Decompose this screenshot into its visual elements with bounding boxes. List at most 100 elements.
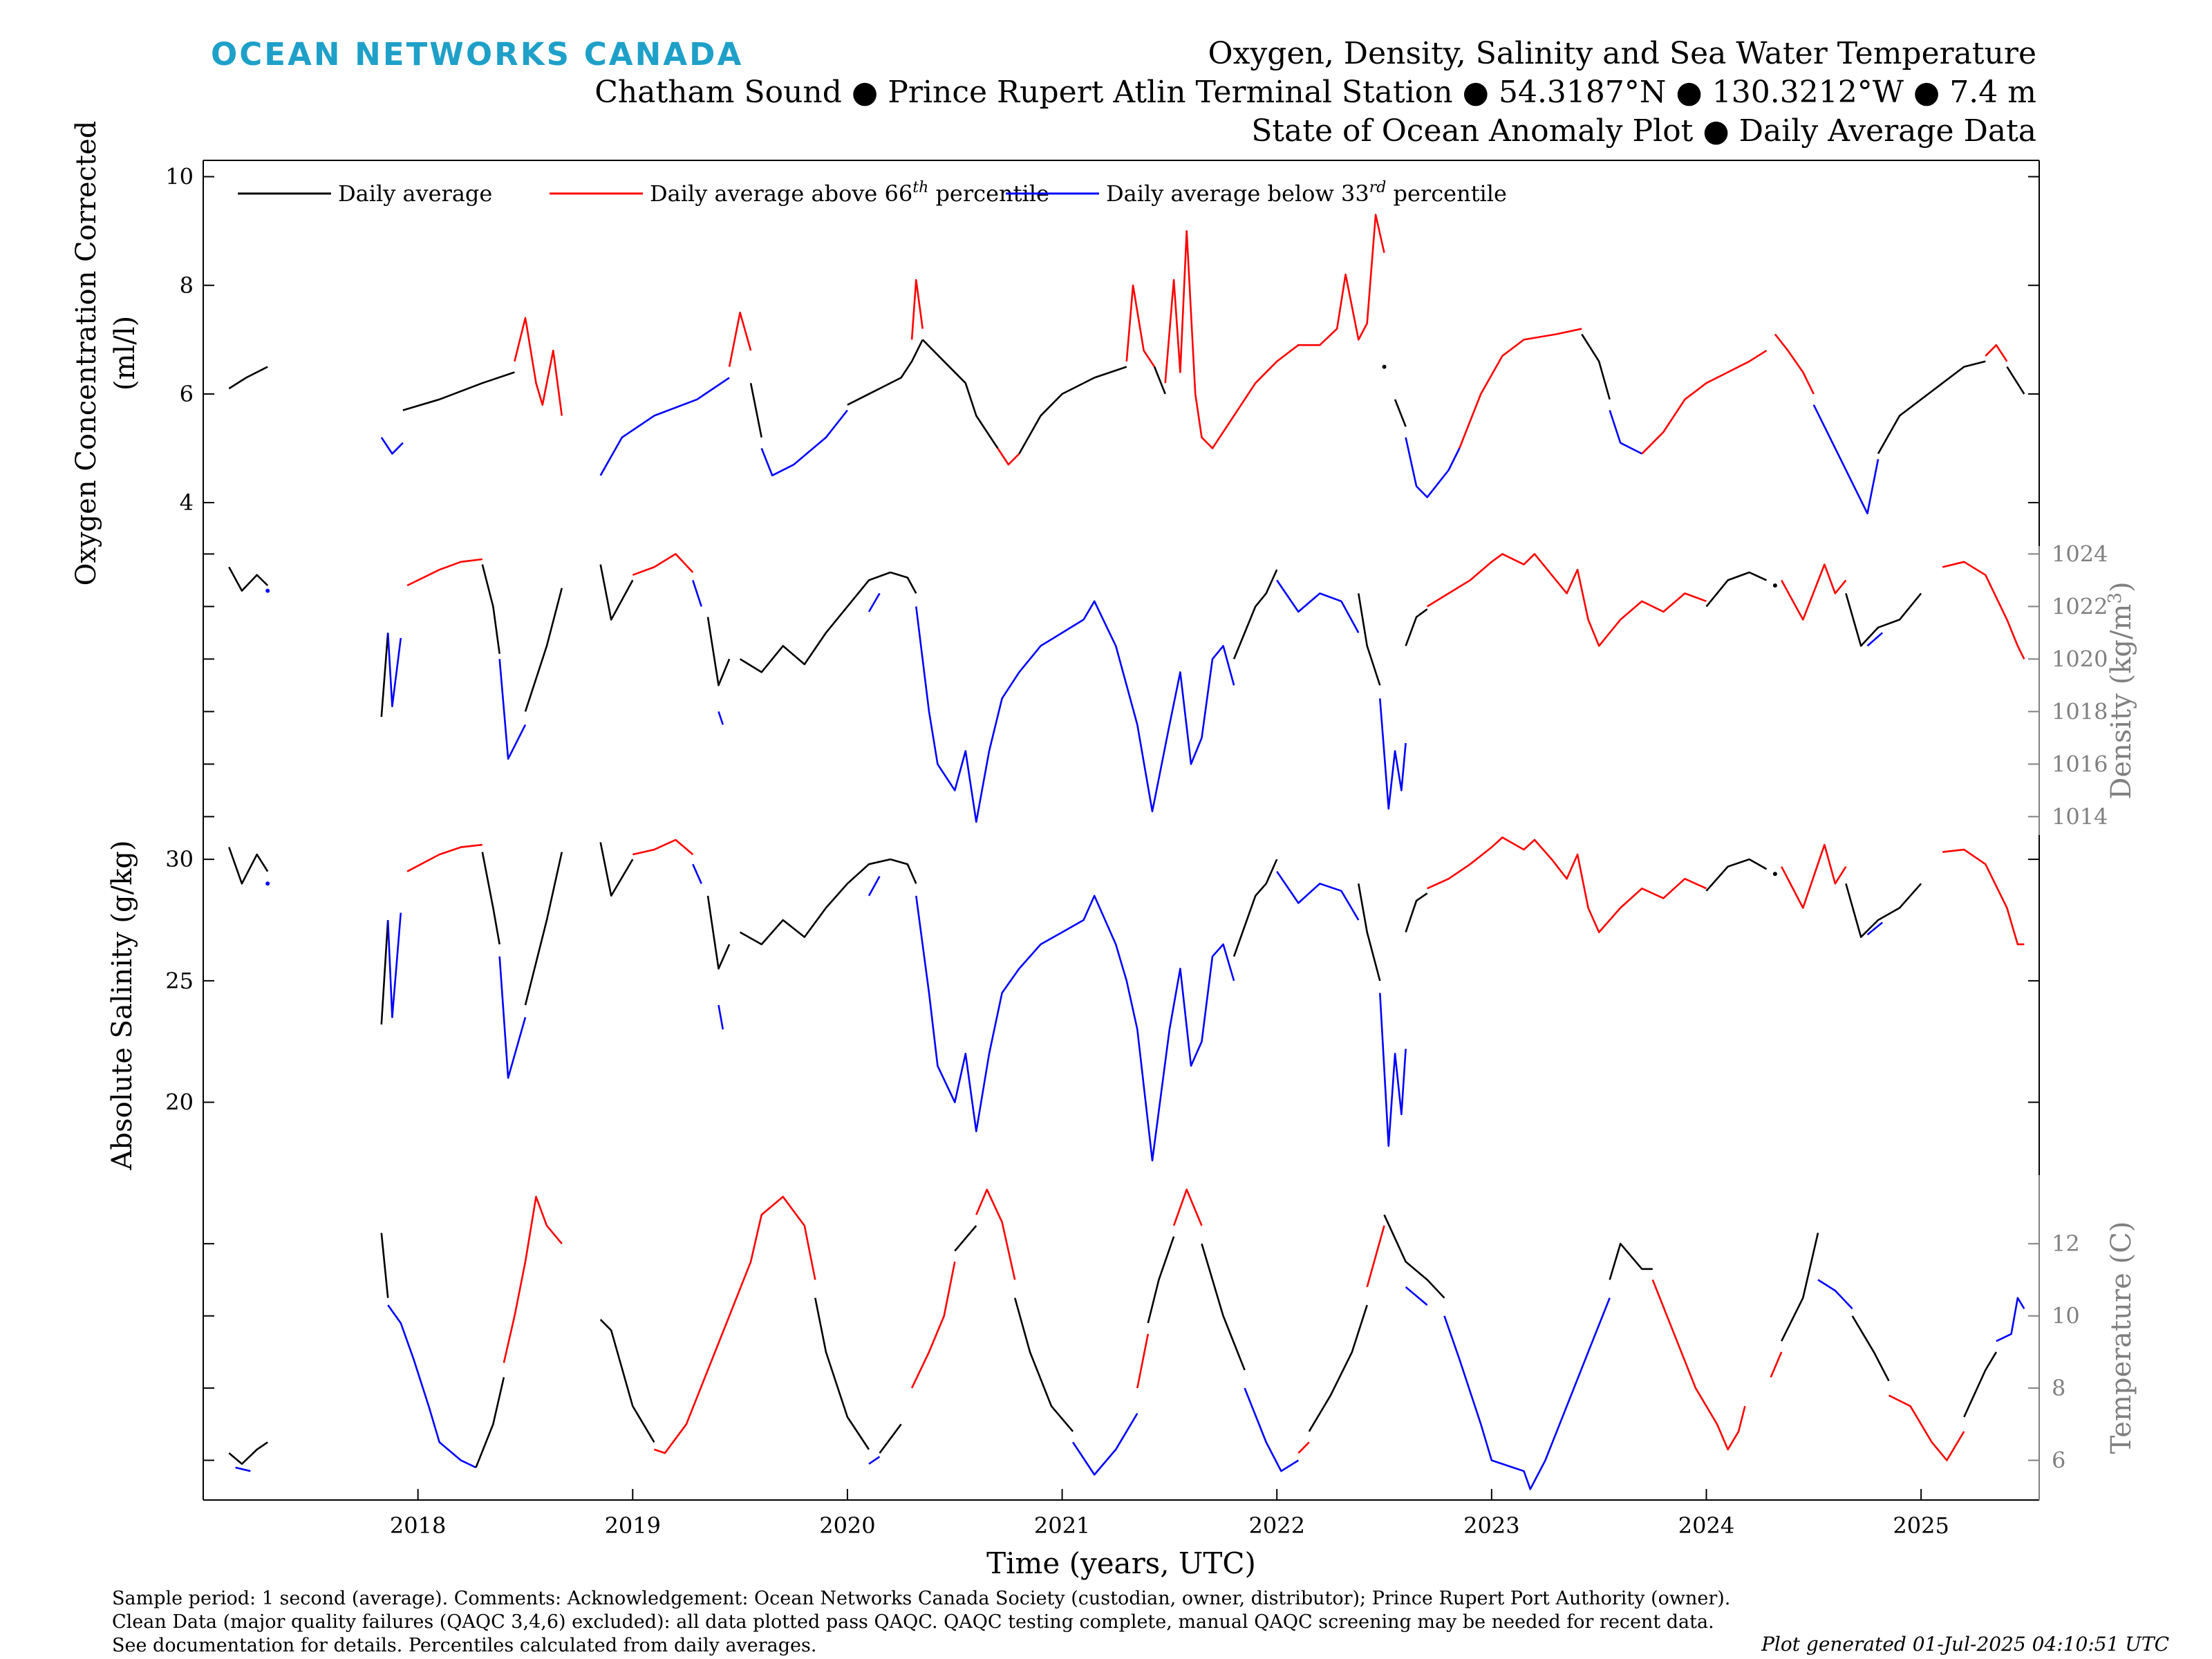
oxygen-black-series-segment [749, 382, 762, 438]
salinity-blue-series-segment [386, 912, 402, 1018]
oxygen-y-tick-label: 10 [165, 164, 194, 190]
oxygen-red-series-segment [728, 311, 752, 367]
oxygen-red-series-segment [910, 279, 924, 340]
temperature-black-series-segment [380, 1232, 389, 1298]
density-blue-series-segment [1866, 632, 1884, 647]
density-blue-series-segment [498, 659, 527, 760]
oxygen-black-series-segment [228, 366, 268, 390]
oxygen-red-series-segment [514, 317, 563, 416]
salinity-black-series-segment [1845, 883, 1922, 938]
salinity-y-tick-label: 20 [165, 1089, 194, 1116]
temperature-black-series-segment [954, 1225, 977, 1252]
temperature-y-axis-label: Temperature (C) [2106, 1221, 2137, 1454]
salinity-black-series-segment [524, 852, 563, 1006]
density-red-series-segment [1942, 561, 2025, 659]
x-tick-label: 2021 [1034, 1512, 1090, 1539]
salinity-y-tick-label: 25 [165, 968, 194, 994]
oxygen-black-series-segment [1581, 333, 1611, 400]
chart-title-line-3: State of Ocean Anomaly Plot ● Daily Aver… [1251, 113, 2036, 149]
temperature-black-series-segment [1851, 1315, 1890, 1382]
density-black-series-segment [599, 564, 634, 621]
oxygen-black-series-segment [1394, 399, 1407, 427]
temperature-blue-series-segment [1443, 1297, 1611, 1490]
salinity-red-series-segment [406, 843, 482, 872]
oxygen-black-point [1382, 364, 1387, 369]
density-black-series-segment [228, 566, 269, 592]
oxygen-red-series-segment [997, 447, 1020, 466]
salinity-black-series-segment [1405, 892, 1428, 933]
density-black-series-segment [890, 571, 917, 594]
salinity-black-series-segment [706, 895, 731, 970]
oxygen-black-series-segment [921, 339, 999, 449]
salinity-y-axis-label: Absolute Salinity (g/kg) [106, 840, 138, 1170]
density-y-tick-label: 1022 [2052, 593, 2108, 619]
density-black-series-segment [1232, 569, 1278, 659]
temperature-black-series-segment [599, 1318, 655, 1443]
oxygen-blue-series-segment [1405, 437, 1461, 498]
salinity-blue-series-segment [498, 956, 527, 1079]
temperature-black-series-segment [228, 1441, 268, 1465]
density-y-tick-label: 1024 [2052, 541, 2108, 567]
density-y-tick-label: 1014 [2052, 803, 2108, 830]
salinity-red-series-segment [1781, 843, 1847, 909]
temperature-red-series-segment [653, 1196, 816, 1454]
x-axis-label: Time (years, UTC) [986, 1546, 1256, 1580]
temperature-red-series-segment [1651, 1279, 1746, 1451]
temperature-blue-series-segment [235, 1466, 251, 1472]
temperature-black-series-segment [1963, 1351, 1998, 1418]
x-tick-label: 2023 [1463, 1512, 1519, 1539]
oxygen-y-tick-label: 4 [180, 489, 194, 516]
oxygen-y-tick-label: 8 [180, 272, 194, 299]
salinity-black-series-segment [481, 852, 500, 945]
legend-text: Daily average above 66 [650, 180, 912, 207]
density-black-series-segment [1405, 608, 1428, 646]
salinity-y-tick-label: 30 [165, 846, 194, 872]
salinity-panel: 20 25 30 Absolute Salinity (g/kg) [106, 835, 2039, 1175]
oxygen-red-series-segment [1774, 333, 1815, 395]
oxygen-y-axis-label-units: (ml/l) [109, 316, 141, 391]
oxygen-blue-series-segment [599, 377, 730, 476]
temperature-red-series-segment [1366, 1225, 1385, 1288]
legend: Daily average Daily average above 66th pe… [238, 179, 1507, 207]
temperature-black-series-segment [1308, 1304, 1368, 1432]
temperature-y-axis-label-text: Temperature (C) [2106, 1221, 2137, 1454]
temperature-red-series-segment [1888, 1394, 1965, 1461]
salinity-red-series-segment [1942, 848, 2025, 946]
density-blue-series-segment [1379, 698, 1407, 810]
density-black-point [1772, 583, 1777, 588]
chart-title-line-1: Oxygen, Density, Salinity and Sea Water … [1208, 36, 2036, 71]
density-y-axis-label-text: Density (kg/m [2106, 604, 2137, 800]
density-blue-series-segment [386, 632, 402, 708]
salinity-black-series-segment [380, 919, 389, 1025]
density-black-series-segment [1705, 571, 1768, 608]
oxygen-y-axis-label-text: Oxygen Concentration Corrected [71, 121, 102, 586]
density-red-series-segment [632, 553, 694, 577]
density-black-series-segment [739, 571, 891, 673]
oxygen-red-series-segment [1985, 344, 2008, 362]
legend-superscript: th [912, 179, 928, 196]
density-black-series-segment [1358, 593, 1381, 686]
oxygen-black-series-segment [2006, 366, 2025, 395]
salinity-black-series-segment [228, 847, 269, 885]
oxygen-panel: 4 6 8 10 Oxygen Concentration Corrected (ml/l… [71, 121, 2039, 586]
density-red-series-segment [1427, 553, 1707, 647]
density-black-series-segment [524, 588, 563, 712]
legend-label-blue: Daily average below 33rd percentile [1106, 179, 1507, 207]
temperature-y-tick-label: 12 [2052, 1230, 2080, 1257]
footer-line-1: Sample period: 1 second (average). Comme… [112, 1588, 1731, 1609]
density-blue-series-segment [868, 592, 881, 612]
density-black-series-segment [706, 617, 731, 686]
temperature-black-series-segment [1013, 1297, 1074, 1432]
oxygen-blue-series-segment [1812, 404, 1880, 515]
footer-notes: Sample period: 1 second (average). Comme… [112, 1587, 1730, 1658]
footer-line-3: See documentation for details. Percentil… [112, 1635, 817, 1656]
salinity-y-axis-label-text: Absolute Salinity (g/kg) [106, 840, 138, 1170]
salinity-black-series-segment [1358, 883, 1381, 982]
salinity-black-series-segment [890, 858, 917, 884]
density-blue-series-segment [915, 600, 1235, 823]
temperature-blue-series-segment [387, 1304, 477, 1469]
x-tick-label: 2025 [1893, 1512, 1949, 1539]
oxygen-red-series-segment [1125, 284, 1156, 368]
legend-text: Daily average below 33 [1106, 180, 1369, 207]
density-black-series-segment [481, 564, 500, 654]
